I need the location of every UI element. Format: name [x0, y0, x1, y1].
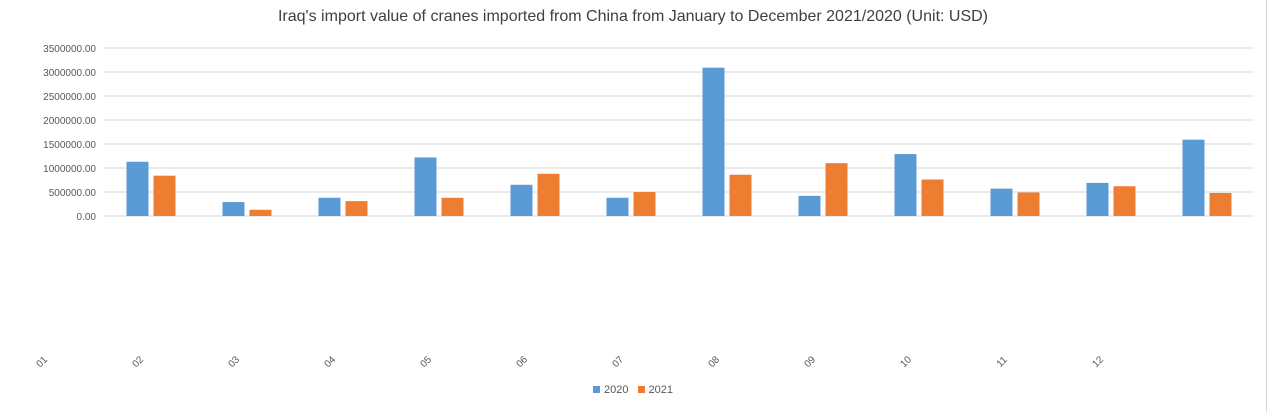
bar-2021-05	[537, 173, 560, 216]
bar-2020-09	[894, 154, 917, 216]
y-tick-label: 0.00	[77, 212, 97, 223]
bar-2021-07	[729, 174, 752, 216]
legend-item-2021: 2021	[637, 384, 674, 396]
bar-2020-07	[702, 67, 725, 217]
bar-2020-01	[126, 161, 149, 216]
x-tick-label: 01	[34, 354, 50, 370]
bar-2020-11	[1086, 182, 1109, 216]
bar-2021-01	[153, 175, 176, 216]
bar-2021-03	[345, 201, 368, 216]
bar-2021-11	[1113, 186, 1136, 216]
x-tick-label: 03	[226, 354, 242, 370]
legend-swatch-2021	[637, 386, 645, 393]
bar-2020-06	[606, 197, 629, 216]
bar-2020-03	[318, 197, 341, 216]
y-tick-label: 2000000.00	[43, 116, 96, 127]
y-tick-label: 2500000.00	[43, 92, 96, 103]
legend-swatch-2020	[592, 386, 600, 393]
bar-2021-12	[1209, 192, 1232, 216]
y-tick-label: 1500000.00	[43, 140, 96, 151]
legend-label-2020: 2020	[603, 384, 629, 396]
y-tick-label: 3500000.00	[43, 44, 96, 55]
x-tick-label: 07	[610, 354, 626, 370]
bar-2021-04	[441, 197, 464, 216]
legend-item-2020: 2020	[592, 384, 629, 396]
bar-2020-10	[990, 188, 1013, 216]
y-tick-label: 3000000.00	[43, 68, 96, 79]
bar-2021-09	[921, 179, 944, 216]
window-edge-divider	[1266, 0, 1267, 412]
legend-label-2021: 2021	[648, 384, 674, 396]
x-tick-label: 09	[802, 354, 818, 370]
chart-legend: 2020 2021	[0, 384, 1266, 396]
x-tick-label: 08	[706, 354, 722, 370]
y-tick-label: 1000000.00	[43, 164, 96, 175]
x-tick-label: 12	[1090, 354, 1106, 370]
bar-2021-08	[825, 163, 848, 216]
bar-2021-02	[249, 209, 272, 216]
x-tick-label: 06	[514, 354, 530, 370]
bar-2021-06	[633, 192, 656, 216]
x-tick-label: 05	[418, 354, 434, 370]
bar-2020-05	[510, 184, 533, 216]
y-tick-label: 500000.00	[49, 188, 97, 199]
bar-2020-04	[414, 157, 437, 216]
chart-title: Iraq's import value of cranes imported f…	[277, 8, 989, 25]
bar-2020-12	[1182, 139, 1205, 216]
bar-2020-02	[222, 202, 245, 216]
x-tick-label: 11	[995, 354, 1010, 369]
bar-2020-08	[798, 195, 821, 216]
x-tick-label: 02	[130, 354, 146, 370]
x-tick-label: 10	[898, 354, 914, 370]
x-tick-label: 04	[322, 354, 338, 370]
bar-2021-10	[1017, 192, 1040, 216]
